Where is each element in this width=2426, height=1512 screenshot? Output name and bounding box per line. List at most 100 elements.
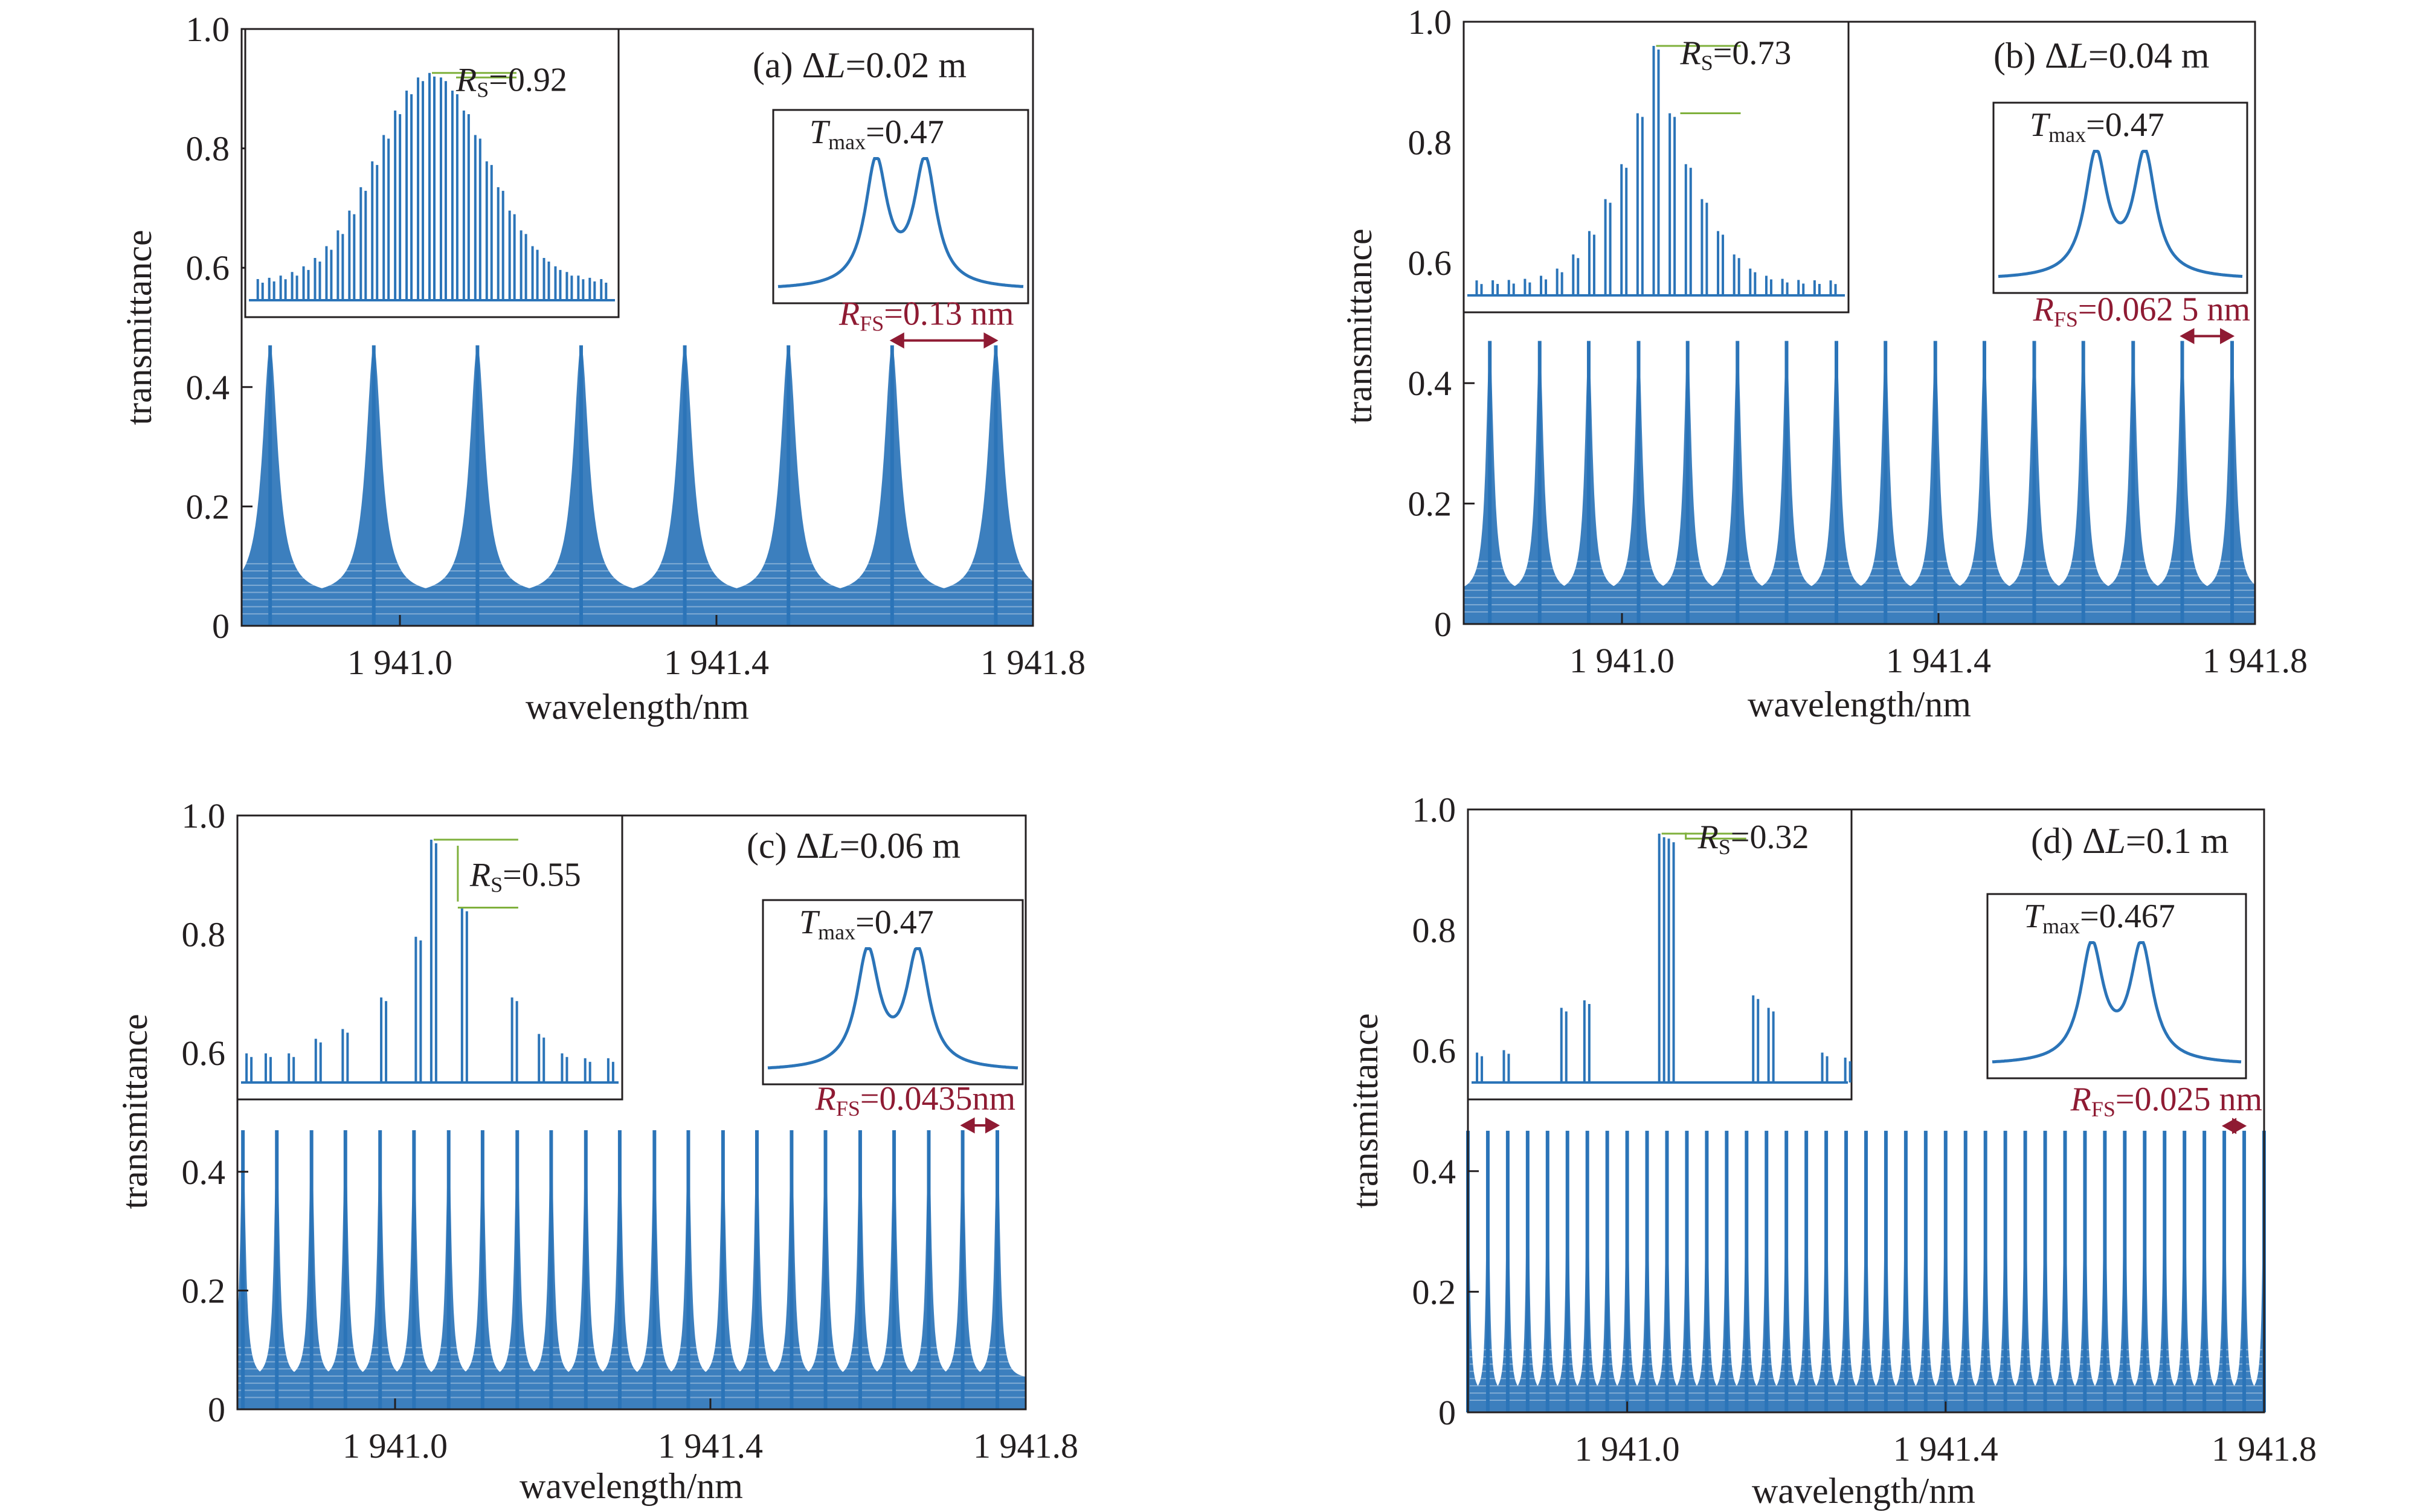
y-tick-label: 0.2 bbox=[186, 487, 230, 526]
rs-symbol: R bbox=[1697, 819, 1719, 856]
rfs-annotation: RFS=0.0435nm bbox=[815, 1080, 1015, 1121]
panel-label: (c) ΔL=0.06 m bbox=[747, 826, 960, 866]
inset-zoom-frame bbox=[236, 814, 623, 1101]
y-tick-label: 0.4 bbox=[182, 1153, 226, 1192]
rs-value: =0.92 bbox=[489, 62, 567, 99]
rfs-symbol: R bbox=[815, 1080, 836, 1118]
y-tick-label: 0.6 bbox=[1408, 243, 1452, 283]
inset-zoom-spectrum: RS=0.32 bbox=[1467, 808, 1853, 1101]
y-tick-label: 0 bbox=[208, 1390, 225, 1429]
tmax-annotation: Tmax=0.47 bbox=[809, 114, 944, 154]
rs-subscript: S bbox=[491, 872, 503, 896]
tmax-annotation: Tmax=0.47 bbox=[799, 904, 934, 944]
rfs-arrow bbox=[2180, 328, 2235, 344]
x-tick-label: 1 941.4 bbox=[658, 1426, 763, 1465]
inset-double-peak: Tmax=0.47 bbox=[1992, 101, 2248, 294]
y-tick-label: 0 bbox=[1438, 1393, 1456, 1432]
y-tick-label: 0.4 bbox=[186, 368, 230, 407]
tmax-annotation: Tmax=0.467 bbox=[2024, 898, 2175, 938]
rfs-subscript: FS bbox=[2091, 1097, 2116, 1121]
rs-annotation: RS=0.92 bbox=[455, 62, 567, 102]
panel-label-prefix: (d) Δ bbox=[2031, 821, 2106, 861]
panel-label-variable: L bbox=[2105, 821, 2126, 861]
y-tick-label: 1.0 bbox=[186, 10, 230, 49]
double-peak-curve bbox=[1998, 150, 2243, 278]
panel-b: 0 0.2 0.4 0.6 0.8 1.0 1 941.0 1 941.4 1 941.8 wav… bbox=[1339, 2, 2308, 724]
panel-label-variable: L bbox=[819, 826, 839, 866]
plot-frame bbox=[240, 28, 1034, 627]
inset-double-peak-frame bbox=[1992, 101, 2248, 294]
y-tick-label: 0.6 bbox=[182, 1034, 226, 1073]
spectrum-series bbox=[237, 1130, 1026, 1409]
y-tick-label: 1.0 bbox=[1412, 790, 1456, 829]
panel-label-value: =0.06 m bbox=[840, 826, 961, 866]
double-peak-curve bbox=[767, 947, 1018, 1070]
rfs-value: =0.13 nm bbox=[884, 295, 1014, 333]
panel-a: 0 0.2 0.4 0.6 0.8 1.0 1 941.0 1 941.4 1 941.8 wav… bbox=[119, 10, 1086, 727]
x-axis-label: wavelength/nm bbox=[1752, 1471, 1975, 1511]
rs-subscript: S bbox=[477, 78, 489, 102]
rfs-arrow bbox=[2221, 1118, 2247, 1134]
y-axis-label: transmittance bbox=[1345, 1013, 1385, 1208]
plot-frame bbox=[1467, 808, 2265, 1414]
y-axis-label: transmittance bbox=[115, 1014, 155, 1209]
rfs-arrow-head-left bbox=[2180, 328, 2195, 344]
tmax-subscript: max bbox=[828, 130, 866, 154]
y-tick-label: 0.6 bbox=[186, 248, 230, 288]
spectrum-fine-structure bbox=[1464, 561, 2255, 613]
spectrum-envelope-fill bbox=[237, 1130, 1026, 1409]
rfs-arrow-head-left bbox=[889, 332, 904, 349]
panel-c: 0 0.2 0.4 0.6 0.8 1.0 1 941.0 1 941.4 1 941.8 wav… bbox=[115, 796, 1078, 1506]
rfs-arrow-head-right bbox=[2232, 1118, 2247, 1134]
x-tick-label: 1 941.8 bbox=[2212, 1429, 2317, 1469]
rfs-subscript: FS bbox=[836, 1096, 860, 1121]
rfs-arrow-head-left bbox=[960, 1117, 975, 1134]
rs-value: =0.55 bbox=[503, 856, 581, 893]
y-axis-label: transmittance bbox=[1339, 228, 1379, 423]
rfs-arrow bbox=[889, 332, 999, 349]
x-tick-label: 1 941.4 bbox=[1893, 1429, 1998, 1469]
y-tick-label: 0.2 bbox=[1408, 484, 1452, 524]
plot-frame bbox=[1462, 21, 2256, 625]
rs-symbol: R bbox=[469, 856, 491, 893]
y-tick-label: 0.4 bbox=[1408, 364, 1452, 403]
rs-subscript: S bbox=[1719, 835, 1731, 859]
x-tick-label: 1 941.4 bbox=[1886, 641, 1991, 680]
y-tick-label: 0 bbox=[1434, 605, 1452, 644]
tmax-subscript: max bbox=[2042, 914, 2080, 938]
spectrum-envelope-fill bbox=[242, 345, 1033, 626]
rfs-arrow-head-right bbox=[985, 1117, 1000, 1134]
y-tick-label: 0.2 bbox=[1412, 1272, 1456, 1311]
x-tick-label: 1 941.0 bbox=[343, 1426, 448, 1465]
y-tick-label: 0.2 bbox=[182, 1271, 226, 1310]
panel-label-prefix: (a) Δ bbox=[753, 45, 825, 85]
y-axis-label: transmittance bbox=[119, 230, 159, 425]
y-tick-label: 0.8 bbox=[1412, 911, 1456, 950]
x-tick-label: 1 941.8 bbox=[980, 643, 1086, 682]
panel-label-variable: L bbox=[825, 45, 845, 85]
x-tick-label: 1 941.0 bbox=[347, 643, 452, 682]
inset-zoom-spectrum: RS=0.92 bbox=[244, 28, 620, 318]
panel-label-value: =0.04 m bbox=[2088, 36, 2210, 76]
x-tick-label: 1 941.0 bbox=[1575, 1429, 1680, 1469]
y-tick-label: 0 bbox=[212, 606, 230, 646]
rfs-annotation: RFS=0.025 nm bbox=[2070, 1081, 2262, 1121]
y-tick-label: 0.4 bbox=[1412, 1152, 1456, 1191]
tmax-symbol: T bbox=[809, 114, 831, 151]
x-tick-label: 1 941.8 bbox=[973, 1426, 1078, 1465]
rs-value: =0.32 bbox=[1731, 819, 1809, 856]
inset-double-peak: Tmax=0.47 bbox=[762, 899, 1024, 1086]
rfs-symbol: R bbox=[2070, 1081, 2091, 1118]
panel-d: 0 0.2 0.4 0.6 0.8 1.0 1 941.0 1 941.4 1 941.8 wav… bbox=[1345, 790, 2317, 1511]
panel-label-prefix: (c) Δ bbox=[747, 826, 819, 866]
inset-double-peak-frame bbox=[772, 109, 1029, 304]
double-peak-curve bbox=[1992, 941, 2242, 1064]
y-tick-label: 0.8 bbox=[186, 129, 230, 169]
rs-annotation: RS=0.73 bbox=[1680, 34, 1792, 75]
plot-frame bbox=[236, 814, 1027, 1411]
tmax-annotation: Tmax=0.47 bbox=[2030, 106, 2164, 147]
x-axis-label: wavelength/nm bbox=[520, 1466, 743, 1506]
rfs-symbol: R bbox=[838, 295, 860, 333]
panel-label-variable: L bbox=[2068, 36, 2088, 76]
inset-zoom-frame bbox=[1462, 21, 1850, 314]
